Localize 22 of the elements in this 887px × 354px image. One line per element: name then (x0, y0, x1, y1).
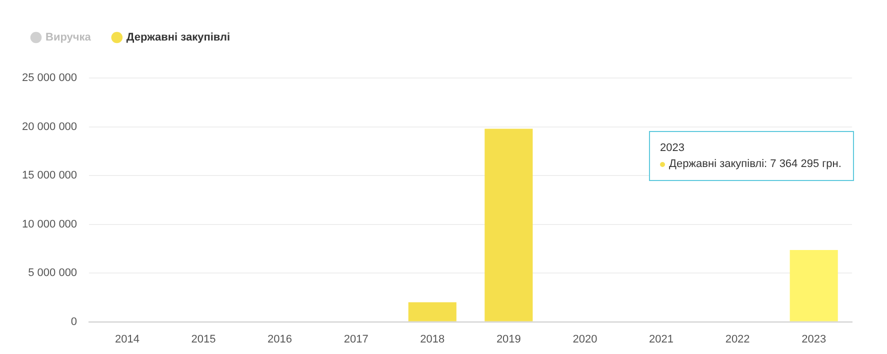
y-tick-label: 10 000 000 (22, 218, 78, 230)
y-tick-label: 0 (70, 316, 78, 328)
x-tick-label: 2020 (572, 333, 598, 346)
x-tick-label: 2015 (191, 333, 216, 346)
bar (790, 250, 838, 322)
x-tick-label: 2021 (649, 333, 674, 346)
bar (484, 128, 533, 322)
bar (408, 302, 456, 322)
x-tick-label: 2016 (268, 333, 292, 346)
x-tick-label: 2014 (114, 333, 140, 346)
x-tick-label: 2023 (802, 333, 826, 346)
x-tick-label: 2022 (725, 333, 750, 346)
x-tick-label: 2017 (344, 333, 368, 346)
x-tick-label: 2019 (496, 333, 521, 346)
legend-label: Державні закупівлі (126, 32, 230, 44)
y-tick-label: 20 000 000 (22, 120, 78, 133)
y-tick-label: 25 000 000 (22, 72, 78, 84)
y-tick-label: 15 000 000 (22, 170, 78, 182)
annotation: 2023 Державні закупівлі: 7 364 295 грн. (660, 142, 842, 170)
x-tick-label: 2018 (420, 333, 445, 346)
y-tick-label: 5 000 000 (28, 267, 78, 280)
legend-label: Виручка (46, 32, 92, 44)
